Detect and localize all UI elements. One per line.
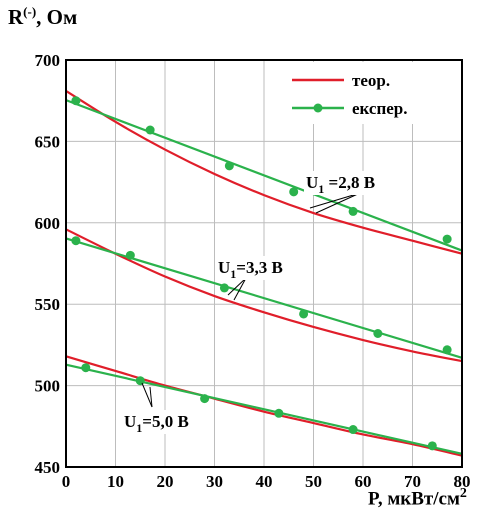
voltage-annotation: U1 =2,8 В xyxy=(306,173,375,196)
y-tick-label: 450 xyxy=(35,458,61,477)
experiment-point xyxy=(71,236,81,246)
theory-line-2 xyxy=(65,228,463,363)
experiment-point xyxy=(71,96,81,106)
annotation-background xyxy=(304,171,380,195)
annotation-background xyxy=(216,256,287,280)
experiment-point xyxy=(442,234,452,244)
experiment-point xyxy=(289,187,299,197)
experiment-point xyxy=(125,250,135,260)
y-tick-label: 600 xyxy=(35,214,61,233)
y-axis-label: R(-), Ом xyxy=(8,4,78,29)
annotation-leader xyxy=(309,192,361,209)
legend: теор. експер. xyxy=(286,62,460,124)
legend-background xyxy=(286,62,460,124)
experiment-point xyxy=(81,363,91,373)
experiment-point xyxy=(200,394,210,404)
y-tick-label: 650 xyxy=(35,132,61,151)
experiment-point xyxy=(442,345,452,355)
y-tick-label: 700 xyxy=(35,51,61,70)
x-tick-label: 0 xyxy=(62,472,71,491)
annotation-background xyxy=(122,410,193,434)
theory-series-group xyxy=(65,89,463,457)
experiment-point xyxy=(219,283,229,293)
experiment-point xyxy=(373,329,383,339)
x-tick-label: 40 xyxy=(256,472,273,491)
y-tick-label: 550 xyxy=(35,295,61,314)
y-tick-label: 500 xyxy=(35,377,61,396)
experiment-point xyxy=(274,408,284,418)
x-tick-label: 30 xyxy=(206,472,223,491)
experiment-point xyxy=(299,309,309,319)
theory-line-3 xyxy=(65,355,463,457)
legend-label: експер. xyxy=(352,99,408,118)
legend-marker xyxy=(313,103,323,113)
x-tick-label: 20 xyxy=(157,472,174,491)
x-tick-label: 50 xyxy=(305,472,322,491)
annotations: U1 =2,8 В U1=3,3 В U1=5,0 В xyxy=(122,171,380,435)
experiment-point xyxy=(427,441,437,451)
legend-label: теор. xyxy=(352,71,390,90)
experiment-point xyxy=(145,125,155,135)
experiment-point xyxy=(348,206,358,216)
experiment-line-3 xyxy=(65,363,463,455)
experiment-point xyxy=(135,376,145,386)
annotation-leader xyxy=(315,192,361,214)
x-tick-label: 60 xyxy=(355,472,372,491)
voltage-annotation: U1=3,3 В xyxy=(218,258,283,281)
plot-frame xyxy=(65,59,463,468)
annotation-leader xyxy=(233,277,247,301)
annotation-leader xyxy=(227,277,247,296)
tick-labels: 0 10 20 30 40 50 60 70 80 450 500 550 600 650 700 xyxy=(35,51,471,491)
annotation-leader xyxy=(141,382,153,408)
experiment-series-group xyxy=(65,96,463,455)
x-tick-label: 10 xyxy=(107,472,124,491)
x-axis-label: P, мкВт/см2 xyxy=(368,486,467,510)
theory-line-1 xyxy=(65,89,463,255)
experiment-line-1 xyxy=(65,99,463,252)
voltage-annotation: U1=5,0 В xyxy=(124,412,189,435)
experiment-point xyxy=(224,161,234,171)
x-tick-label: 70 xyxy=(404,472,421,491)
x-tick-label: 80 xyxy=(454,472,471,491)
annotation-leader xyxy=(149,386,153,408)
experiment-point xyxy=(348,425,358,435)
